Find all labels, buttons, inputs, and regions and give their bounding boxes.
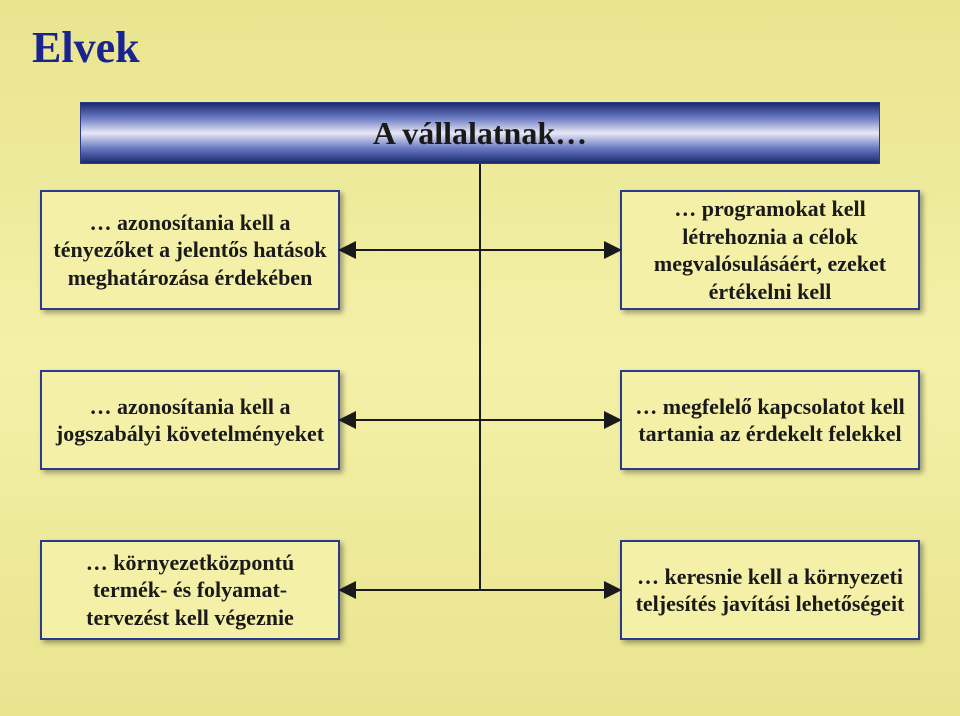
header-node: A vállalatnak…	[80, 102, 880, 164]
title-text: Elvek	[32, 23, 140, 72]
node-label: … keresnie kell a környezeti teljesítés …	[632, 563, 908, 618]
node-product-process-design: … környezetközpontú termék- és folyamat-…	[40, 540, 340, 640]
node-label: … azonosítania kell a tényezőket a jelen…	[52, 209, 328, 292]
node-environmental-improvement: … keresnie kell a környezeti teljesítés …	[620, 540, 920, 640]
header-text: A vállalatnak…	[373, 115, 587, 152]
node-label: … azonosítania kell a jogszabályi követe…	[52, 393, 328, 448]
node-identify-factors: … azonosítania kell a tényezőket a jelen…	[40, 190, 340, 310]
node-label: … programokat kell létrehoznia a célok m…	[632, 195, 908, 305]
node-label: … környezetközpontú termék- és folyamat-…	[52, 549, 328, 632]
node-stakeholder-relations: … megfelelő kapcsolatot kell tartania az…	[620, 370, 920, 470]
slide-title: Elvek	[32, 22, 140, 73]
node-label: … megfelelő kapcsolatot kell tartania az…	[632, 393, 908, 448]
node-create-programs: … programokat kell létrehoznia a célok m…	[620, 190, 920, 310]
node-legal-requirements: … azonosítania kell a jogszabályi követe…	[40, 370, 340, 470]
